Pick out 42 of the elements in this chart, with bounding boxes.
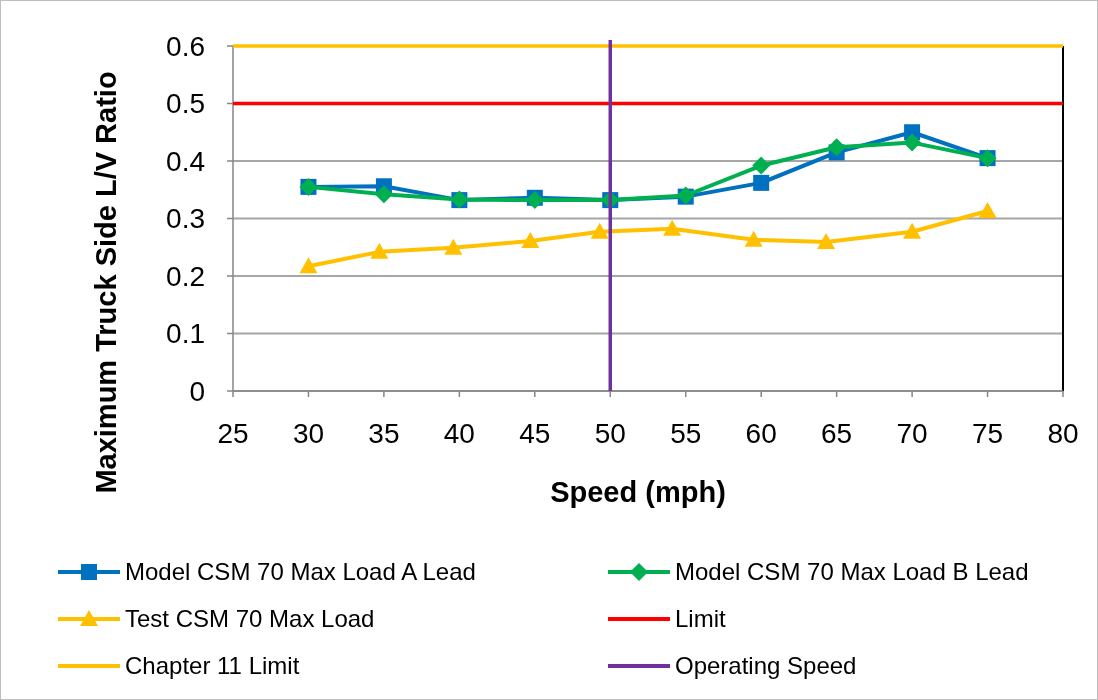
- legend-label: Test CSM 70 Max Load: [125, 605, 375, 633]
- x-tick-label: 80: [1047, 418, 1079, 449]
- point: [978, 202, 997, 219]
- x-tick-label: 70: [896, 418, 928, 449]
- legend-label: Model CSM 70 Max Load A Lead: [125, 558, 476, 586]
- x-tick-label: 75: [971, 418, 1004, 449]
- y-tick-label: 0: [189, 375, 205, 407]
- point: [817, 233, 836, 250]
- y-tick-label: 0.3: [166, 203, 205, 235]
- point: [753, 174, 770, 191]
- x-tick-label: 25: [217, 418, 249, 449]
- point: [590, 222, 609, 239]
- point: [744, 230, 763, 247]
- x-tick-label: 50: [594, 418, 626, 449]
- point: [374, 185, 393, 204]
- y-axis-title: Maximum Truck Side L/V Ratio: [90, 71, 122, 494]
- point: [903, 222, 922, 239]
- point: [370, 242, 389, 259]
- x-tick-label: 30: [292, 418, 325, 449]
- x-axis-title: Speed (mph): [550, 476, 726, 508]
- legend-label: Operating Speed: [675, 652, 857, 680]
- legend-label: Model CSM 70 Max Load B Lead: [675, 558, 1029, 586]
- point: [903, 133, 922, 152]
- x-tick-label: 65: [821, 418, 853, 449]
- x-tick-label: 40: [443, 418, 475, 449]
- y-tick-label: 0.6: [166, 30, 205, 62]
- point: [521, 231, 540, 248]
- y-tick-label: 0.4: [166, 145, 205, 177]
- legend-label: Chapter 11 Limit: [125, 652, 300, 680]
- x-tick-label: 45: [519, 418, 551, 449]
- point: [752, 156, 771, 175]
- point: [827, 138, 846, 157]
- point: [299, 257, 318, 274]
- point: [444, 238, 463, 255]
- point: [663, 219, 682, 236]
- x-tick-label: 60: [745, 418, 777, 449]
- y-tick-label: 0.1: [166, 318, 205, 350]
- x-tick-label: 35: [368, 418, 400, 449]
- legend-label: Limit: [675, 605, 726, 633]
- y-tick-label: 0.2: [166, 260, 205, 292]
- x-tick-label: 55: [670, 418, 702, 449]
- y-tick-label: 0.5: [166, 88, 205, 120]
